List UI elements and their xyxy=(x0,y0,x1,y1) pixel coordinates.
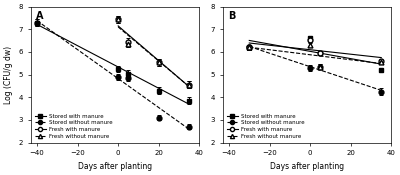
Text: A: A xyxy=(36,11,44,21)
Text: B: B xyxy=(228,11,235,21)
X-axis label: Days after planting: Days after planting xyxy=(78,162,152,171)
Y-axis label: Log (CFU/g dw): Log (CFU/g dw) xyxy=(4,46,13,104)
X-axis label: Days after planting: Days after planting xyxy=(270,162,344,171)
Legend: Stored with manure, Stored without manure, Fresh with manure, Fresh without manu: Stored with manure, Stored without manur… xyxy=(226,113,306,140)
Legend: Stored with manure, Stored without manure, Fresh with manure, Fresh without manu: Stored with manure, Stored without manur… xyxy=(34,113,113,140)
